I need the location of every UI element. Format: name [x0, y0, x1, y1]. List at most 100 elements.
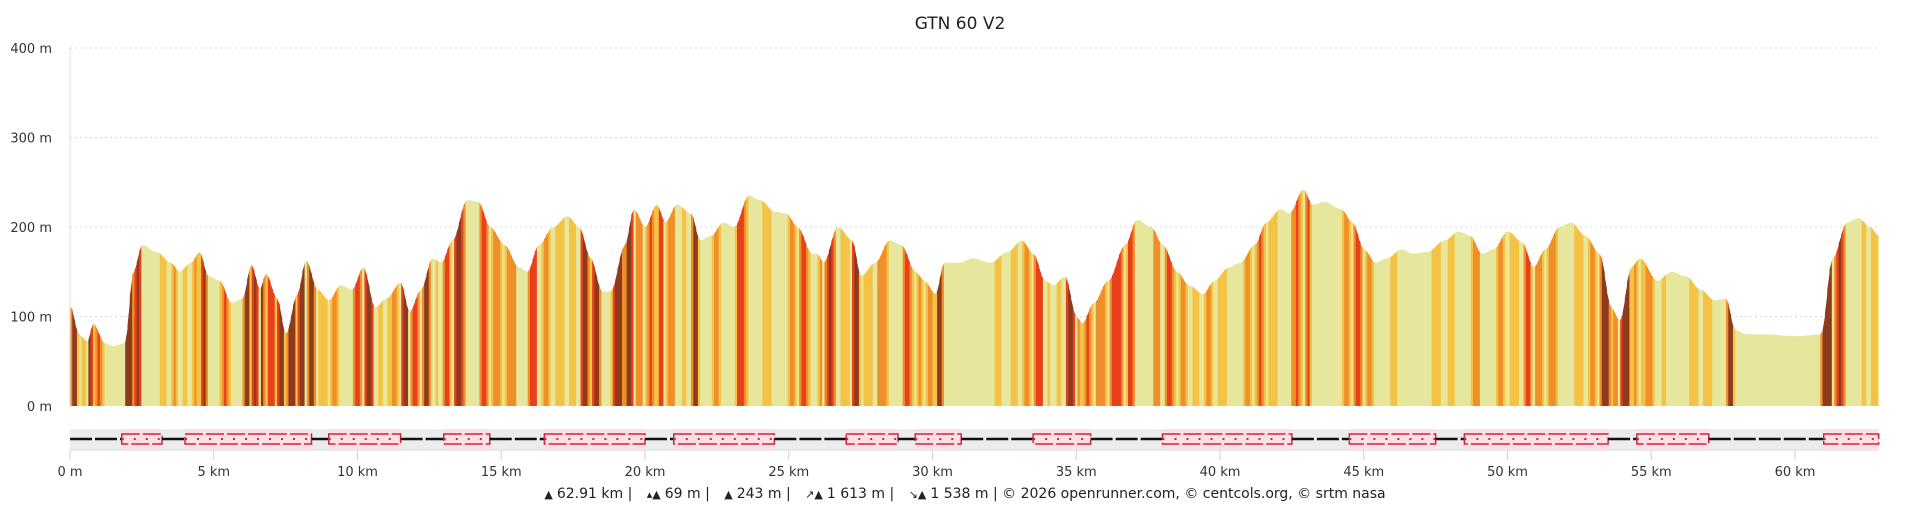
profile-segment: [1597, 252, 1601, 406]
profile-segment: [983, 261, 986, 406]
profile-segment: [1305, 190, 1308, 406]
profile-segment: [1723, 298, 1727, 406]
profile-segment: [1394, 250, 1398, 406]
profile-segment: [1686, 276, 1690, 406]
profile-segment: [969, 258, 973, 406]
profile-segment: [1567, 222, 1571, 406]
profile-segment: [605, 291, 609, 406]
profile-segment: [1502, 232, 1506, 406]
elevation-chart[interactable]: 0 m 100 m 200 m 300 m 400 m 0 m 5 km 10 km 15 k…: [0, 0, 1920, 480]
profile-segment: [1489, 249, 1492, 406]
profile-segment: [104, 343, 108, 406]
profile-segment: [973, 258, 977, 406]
y-tick-label: 200 m: [10, 221, 52, 236]
profile-segment: [1737, 330, 1741, 406]
profile-segment: [783, 213, 786, 406]
profile-segment: [1295, 196, 1299, 406]
elevation-loss-value: 1 538 m: [930, 486, 989, 502]
profile-segment: [1445, 239, 1449, 406]
profile-segment: [1243, 257, 1246, 406]
profile-segment: [1657, 280, 1660, 406]
profile-segment: [739, 210, 743, 406]
profile-segment: [1818, 334, 1821, 406]
profile-segment: [1436, 243, 1440, 406]
profile-segment: [1707, 295, 1711, 406]
profile-segment: [1325, 202, 1329, 406]
profile-segment: [628, 215, 632, 406]
profile-segment: [1282, 209, 1285, 406]
profile-segment: [1137, 219, 1141, 406]
profile-segment: [1539, 251, 1543, 406]
profile-segment: [1507, 231, 1511, 406]
profile-segment: [596, 277, 600, 406]
trail-highlight: [443, 429, 490, 449]
profile-segment: [1019, 240, 1023, 406]
profile-segment: [824, 257, 828, 406]
profile-segment: [1841, 227, 1844, 406]
profile-segment: [962, 260, 966, 406]
profile-segment: [1433, 245, 1437, 406]
profile-segment: [403, 289, 407, 406]
profile-segment: [1785, 335, 1789, 406]
profile-segment: [1546, 245, 1550, 406]
profile-segment: [684, 209, 687, 406]
profile-segment: [1249, 246, 1253, 406]
profile-segment: [881, 246, 885, 406]
profile-segment: [392, 289, 395, 406]
profile-segment: [1180, 275, 1184, 406]
profile-segment: [640, 220, 644, 406]
profile-segment: [256, 280, 260, 406]
profile-segment: [1721, 298, 1725, 406]
profile-segment: [633, 209, 637, 406]
trail-highlight: [1464, 429, 1609, 449]
profile-segment: [884, 242, 888, 406]
profile-segment: [1220, 272, 1223, 406]
profile-segment: [449, 240, 453, 406]
profile-segment: [615, 269, 618, 406]
profile-segment: [1070, 296, 1074, 406]
profile-segment: [350, 289, 354, 406]
profile-segment: [950, 262, 954, 406]
profile-segment: [1668, 271, 1672, 406]
profile-segment: [806, 244, 809, 406]
profile-segment: [1397, 249, 1400, 406]
profile-segment: [1640, 258, 1644, 406]
profile-segment: [1178, 272, 1182, 406]
profile-segment: [1392, 253, 1396, 406]
max-elevation-value: 243 m: [736, 486, 782, 502]
profile-segment: [1776, 334, 1780, 406]
profile-segment: [1877, 235, 1880, 406]
profile-segment: [1519, 241, 1522, 406]
profile-segment: [1553, 230, 1557, 406]
profile-segment: [461, 205, 464, 406]
profile-segment: [1187, 285, 1191, 406]
profile-segment: [1256, 237, 1260, 406]
profile-segment: [1259, 230, 1262, 406]
profile-segment: [1383, 258, 1387, 406]
profile-segment: [769, 208, 773, 406]
profile-segment: [352, 285, 356, 406]
profile-segment: [587, 253, 591, 406]
profile-segment: [829, 241, 832, 406]
profile-segment: [638, 215, 641, 406]
profile-segment: [1185, 283, 1189, 406]
profile-segment: [810, 253, 814, 406]
profile-segment: [688, 213, 692, 406]
profile-segment: [398, 282, 402, 406]
profile-segment: [964, 259, 968, 406]
profile-segment: [732, 226, 736, 406]
profile-segment: [1148, 226, 1152, 406]
profile-segment: [1509, 232, 1513, 406]
profile-segment: [182, 267, 186, 406]
profile-segment: [856, 260, 860, 406]
profile-segment: [141, 245, 145, 406]
profile-segment: [1732, 326, 1736, 406]
profile-segment: [79, 334, 83, 406]
x-tick-label: 15 km: [481, 465, 522, 480]
profile-segment: [316, 288, 319, 406]
profile-segment: [1344, 211, 1348, 406]
profile-segment: [1774, 334, 1778, 406]
profile-segment: [1010, 248, 1014, 406]
profile-segment: [1749, 334, 1752, 406]
profile-segment: [293, 296, 296, 406]
